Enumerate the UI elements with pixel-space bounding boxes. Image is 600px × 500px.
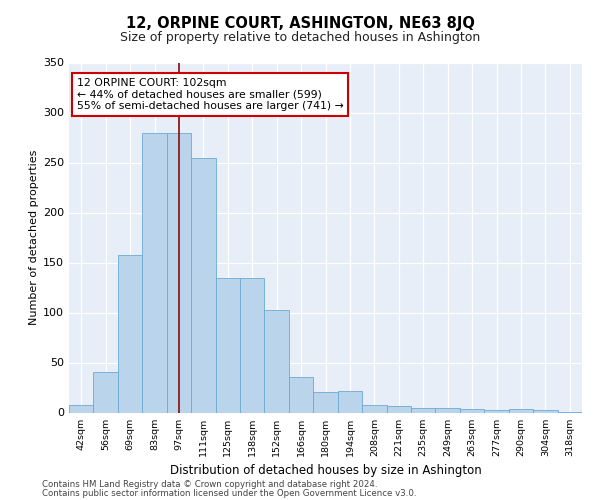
Bar: [436, 408, 460, 412]
X-axis label: Distribution of detached houses by size in Ashington: Distribution of detached houses by size …: [170, 464, 481, 477]
Bar: [265, 310, 289, 412]
Bar: [94, 372, 118, 412]
Bar: [460, 408, 484, 412]
Y-axis label: Number of detached properties: Number of detached properties: [29, 150, 39, 325]
Text: Size of property relative to detached houses in Ashington: Size of property relative to detached ho…: [120, 31, 480, 44]
Text: 12 ORPINE COURT: 102sqm
← 44% of detached houses are smaller (599)
55% of semi-d: 12 ORPINE COURT: 102sqm ← 44% of detache…: [77, 78, 343, 112]
Bar: [69, 404, 94, 412]
Bar: [338, 390, 362, 412]
Bar: [362, 404, 386, 412]
Bar: [118, 254, 142, 412]
Bar: [215, 278, 240, 412]
Bar: [142, 132, 167, 412]
Bar: [191, 158, 215, 412]
Bar: [313, 392, 338, 412]
Bar: [509, 408, 533, 412]
Text: Contains public sector information licensed under the Open Government Licence v3: Contains public sector information licen…: [42, 488, 416, 498]
Bar: [386, 406, 411, 412]
Bar: [167, 132, 191, 412]
Bar: [289, 376, 313, 412]
Bar: [240, 278, 265, 412]
Bar: [411, 408, 436, 412]
Bar: [533, 410, 557, 412]
Text: 12, ORPINE COURT, ASHINGTON, NE63 8JQ: 12, ORPINE COURT, ASHINGTON, NE63 8JQ: [125, 16, 475, 31]
Bar: [484, 410, 509, 412]
Text: Contains HM Land Registry data © Crown copyright and database right 2024.: Contains HM Land Registry data © Crown c…: [42, 480, 377, 489]
